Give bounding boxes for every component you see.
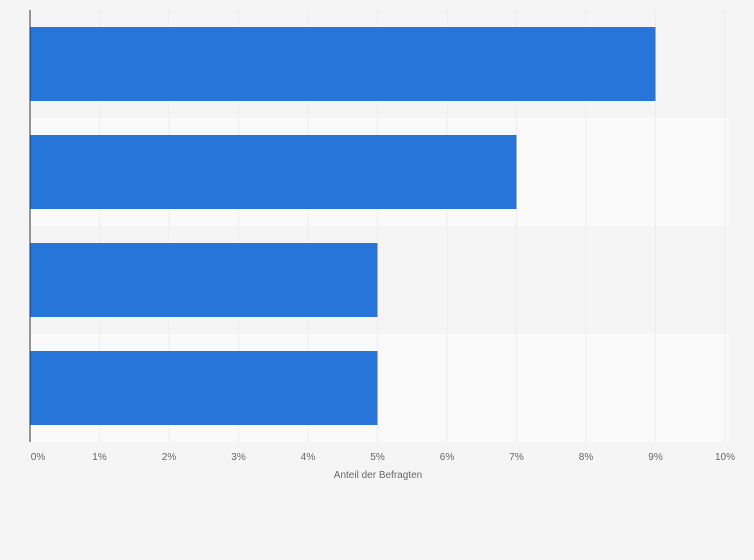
x-tick-label: 2% xyxy=(162,452,177,463)
x-tick-label: 7% xyxy=(509,452,524,463)
bar[interactable] xyxy=(30,243,378,317)
bar[interactable] xyxy=(30,27,656,101)
x-axis-title: Anteil der Befragten xyxy=(334,470,422,481)
bar[interactable] xyxy=(30,135,517,209)
bars xyxy=(30,27,656,425)
x-tick-label: 0% xyxy=(31,452,46,463)
x-tick-label: 9% xyxy=(648,452,663,463)
x-tick-label: 5% xyxy=(370,452,385,463)
x-tick-label: 1% xyxy=(92,452,107,463)
x-tick-label: 3% xyxy=(231,452,246,463)
x-tick-labels: 0% 1% 2% 3% 4% 5% 6% 7% 8% 9% 10% xyxy=(31,452,735,463)
bar[interactable] xyxy=(30,351,378,425)
x-tick-label: 6% xyxy=(440,452,455,463)
x-tick-label: 8% xyxy=(579,452,594,463)
x-tick-label: 4% xyxy=(301,452,316,463)
x-tick-label: 10% xyxy=(715,452,735,463)
